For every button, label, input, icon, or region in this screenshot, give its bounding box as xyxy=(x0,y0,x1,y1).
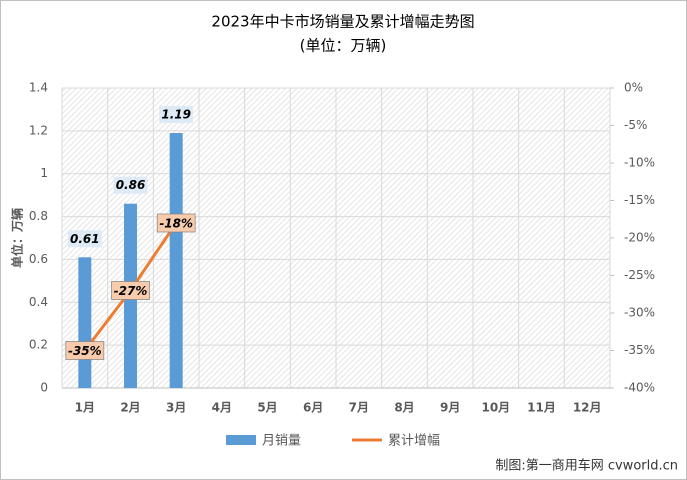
y-tick-label: 0.6 xyxy=(29,252,48,266)
y2-tick-label: -35% xyxy=(624,343,655,357)
legend-label: 累计增幅 xyxy=(388,434,440,449)
bar-label: 0.61 xyxy=(70,232,100,246)
x-tick-label: 4月 xyxy=(212,401,232,415)
line-label-box xyxy=(65,341,105,360)
y-tick-label: 0.4 xyxy=(29,295,48,309)
y2-tick-label: -5% xyxy=(624,118,647,132)
chart-subtitle: (单位：万辆) xyxy=(300,37,387,55)
y-axis-label: 单位：万辆 xyxy=(10,208,25,268)
bar xyxy=(169,133,183,388)
bar-label-box xyxy=(159,106,194,123)
credit: 制图:第一商用车网 cvworld.cn xyxy=(495,458,678,474)
x-tick-label: 12月 xyxy=(573,401,602,415)
legend-swatch xyxy=(226,435,256,445)
y-tick-label: 1.4 xyxy=(29,81,48,95)
y-tick-label: 0.2 xyxy=(29,338,48,352)
y2-tick-label: -25% xyxy=(624,268,655,282)
y-tick-label: 0.8 xyxy=(29,209,48,223)
bar xyxy=(78,257,92,388)
x-tick-label: 5月 xyxy=(257,401,277,415)
line-label: -18% xyxy=(159,217,193,231)
y-tick-label: 0 xyxy=(40,381,48,395)
y2-tick-label: -10% xyxy=(624,156,655,170)
line-label: -35% xyxy=(68,344,102,358)
bar-label: 1.19 xyxy=(161,108,191,122)
y2-tick-label: 0% xyxy=(624,81,643,95)
x-tick-label: 9月 xyxy=(440,401,460,415)
x-tick-label: 1月 xyxy=(75,401,95,415)
x-tick-label: 7月 xyxy=(349,401,369,415)
y2-tick-label: -15% xyxy=(624,193,655,207)
legend-label: 月销量 xyxy=(262,434,301,449)
x-tick-label: 10月 xyxy=(481,401,510,415)
y2-tick-label: -40% xyxy=(624,381,655,395)
x-tick-label: 11月 xyxy=(527,401,556,415)
line-label-box xyxy=(111,281,150,300)
bar-label-box xyxy=(67,230,102,248)
y-tick-label: 1.2 xyxy=(29,123,48,137)
x-tick-label: 8月 xyxy=(394,401,414,415)
line-label: -27% xyxy=(114,284,148,298)
chart-title: 2023年中卡市场销量及累计增幅走势图 xyxy=(211,13,474,31)
bar-label-box xyxy=(113,176,148,194)
y-tick-label: 1 xyxy=(40,166,48,180)
bar-label: 0.86 xyxy=(116,178,146,192)
line-label-box xyxy=(156,213,196,233)
y2-tick-label: -20% xyxy=(624,231,655,245)
x-tick-label: 6月 xyxy=(303,401,323,415)
y2-tick-label: -30% xyxy=(624,306,655,320)
x-tick-label: 3月 xyxy=(166,401,186,415)
x-tick-label: 2月 xyxy=(120,401,140,415)
